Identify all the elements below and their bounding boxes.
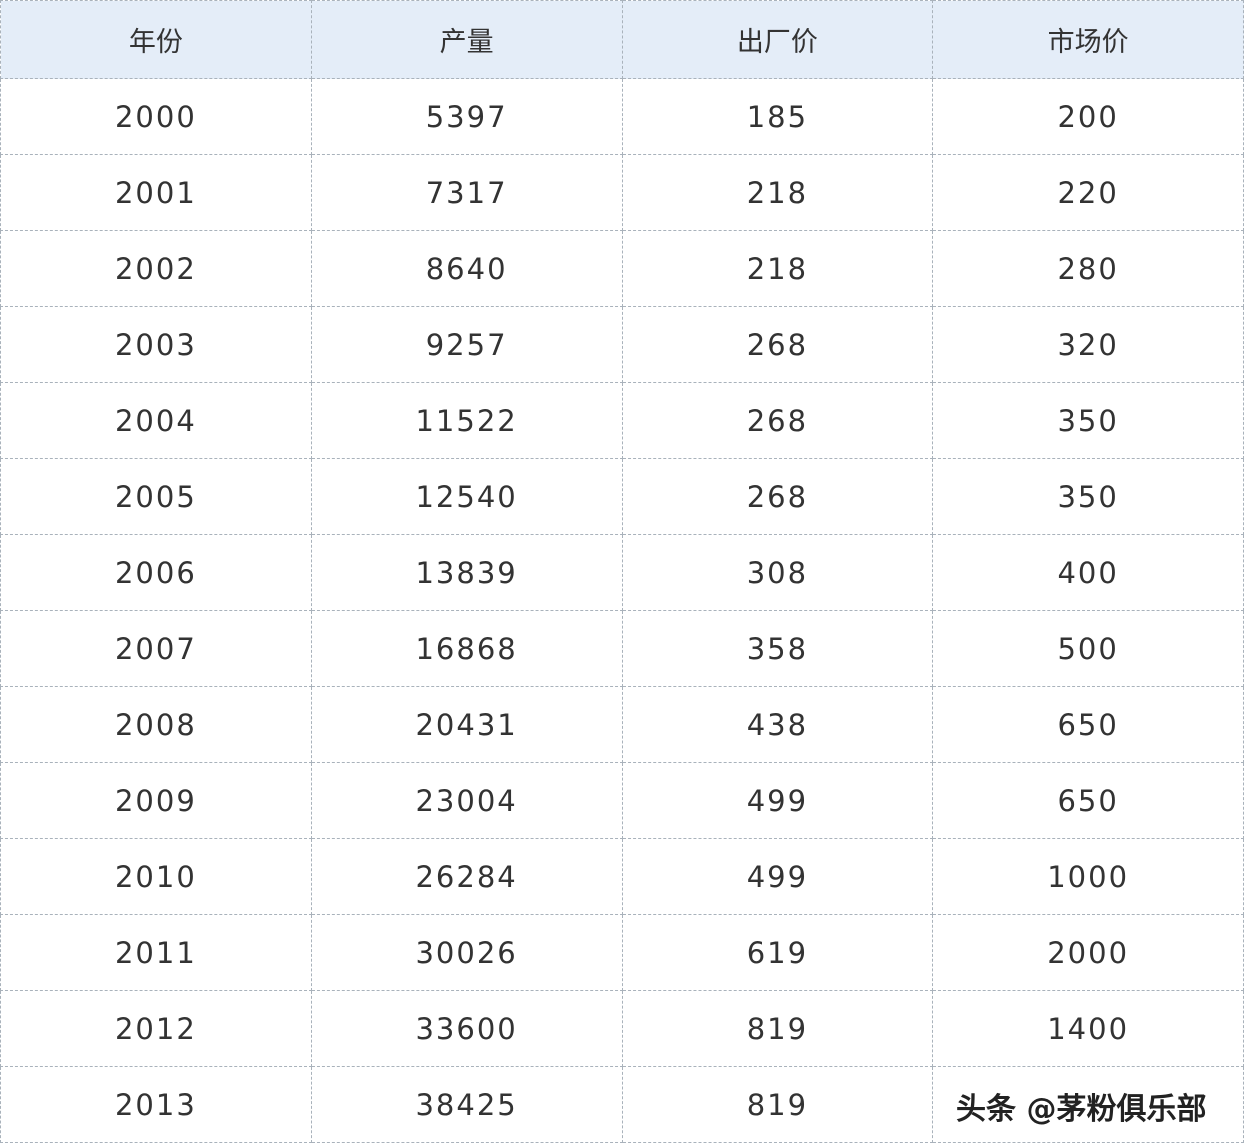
table-cell: 30026 xyxy=(310,914,623,991)
table-row: 2012 33600 819 1400 xyxy=(0,990,1244,1067)
table-cell: 2008 xyxy=(0,686,312,763)
table-cell: 2011 xyxy=(0,914,312,991)
table-cell: 33600 xyxy=(310,990,623,1067)
table-cell: 819 xyxy=(621,990,934,1067)
table-cell: 11522 xyxy=(310,382,623,459)
table-cell: 16868 xyxy=(310,610,623,687)
table-cell: 268 xyxy=(621,458,934,535)
table-cell: 438 xyxy=(621,686,934,763)
table-row: 2009 23004 499 650 xyxy=(0,762,1244,839)
table-cell: 350 xyxy=(932,458,1244,535)
table-cell: 2007 xyxy=(0,610,312,687)
table-cell: 350 xyxy=(932,382,1244,459)
table-cell: 619 xyxy=(621,914,934,991)
table-cell: 26284 xyxy=(310,838,623,915)
table-cell: 2009 xyxy=(0,762,312,839)
table-cell: 38425 xyxy=(310,1066,623,1143)
table-row: 2002 8640 218 280 xyxy=(0,230,1244,307)
table-cell: 308 xyxy=(621,534,934,611)
table-cell: 200 xyxy=(932,78,1244,155)
table-cell: 2005 xyxy=(0,458,312,535)
table-cell: 220 xyxy=(932,154,1244,231)
table-cell: 2003 xyxy=(0,306,312,383)
header-row: 年份 产量 出厂价 市场价 xyxy=(0,0,1244,79)
table-cell: 400 xyxy=(932,534,1244,611)
table-cell: 320 xyxy=(932,306,1244,383)
table-cell: 2001 xyxy=(0,154,312,231)
header-cell: 出厂价 xyxy=(621,0,934,79)
table-cell: 358 xyxy=(621,610,934,687)
table-cell: 1000 xyxy=(932,838,1244,915)
header-cell: 年份 xyxy=(0,0,312,79)
table-cell: 499 xyxy=(621,762,934,839)
table-row: 2010 26284 499 1000 xyxy=(0,838,1244,915)
table-cell: 1400 xyxy=(932,990,1244,1067)
header-cell: 产量 xyxy=(310,0,623,79)
table-cell: 2000 xyxy=(932,914,1244,991)
table-cell: 2002 xyxy=(0,230,312,307)
table-row: 2000 5397 185 200 xyxy=(0,78,1244,155)
table-cell xyxy=(932,1066,1244,1143)
table-cell: 218 xyxy=(621,230,934,307)
table-cell: 268 xyxy=(621,382,934,459)
table-row: 2011 30026 619 2000 xyxy=(0,914,1244,991)
table-row: 2013 38425 819 xyxy=(0,1066,1244,1143)
table-body: 2000 5397 185 200 2001 7317 218 220 2002 8640 218 2… xyxy=(0,78,1244,1143)
table-cell: 8640 xyxy=(310,230,623,307)
table-row: 2008 20431 438 650 xyxy=(0,686,1244,763)
table-cell: 2013 xyxy=(0,1066,312,1143)
table-row: 2007 16868 358 500 xyxy=(0,610,1244,687)
table-cell: 650 xyxy=(932,686,1244,763)
table-row: 2005 12540 268 350 xyxy=(0,458,1244,535)
table-cell: 2000 xyxy=(0,78,312,155)
table-row: 2004 11522 268 350 xyxy=(0,382,1244,459)
table-cell: 499 xyxy=(621,838,934,915)
table-cell: 218 xyxy=(621,154,934,231)
header-cell: 市场价 xyxy=(932,0,1244,79)
table-cell: 2006 xyxy=(0,534,312,611)
table-cell: 2004 xyxy=(0,382,312,459)
table-row: 2006 13839 308 400 xyxy=(0,534,1244,611)
table-cell: 23004 xyxy=(310,762,623,839)
table-row: 2001 7317 218 220 xyxy=(0,154,1244,231)
table-cell: 2012 xyxy=(0,990,312,1067)
table-cell: 20431 xyxy=(310,686,623,763)
table-cell: 650 xyxy=(932,762,1244,839)
table-cell: 13839 xyxy=(310,534,623,611)
table-cell: 5397 xyxy=(310,78,623,155)
table-cell: 9257 xyxy=(310,306,623,383)
table-cell: 2010 xyxy=(0,838,312,915)
table-cell: 268 xyxy=(621,306,934,383)
table-cell: 500 xyxy=(932,610,1244,687)
table-cell: 819 xyxy=(621,1066,934,1143)
watermark: 头条 @茅粉俱乐部 xyxy=(956,1092,1207,1127)
table-cell: 12540 xyxy=(310,458,623,535)
table-row: 2003 9257 268 320 xyxy=(0,306,1244,383)
table-cell: 280 xyxy=(932,230,1244,307)
table-cell: 7317 xyxy=(310,154,623,231)
table-cell: 185 xyxy=(621,78,934,155)
